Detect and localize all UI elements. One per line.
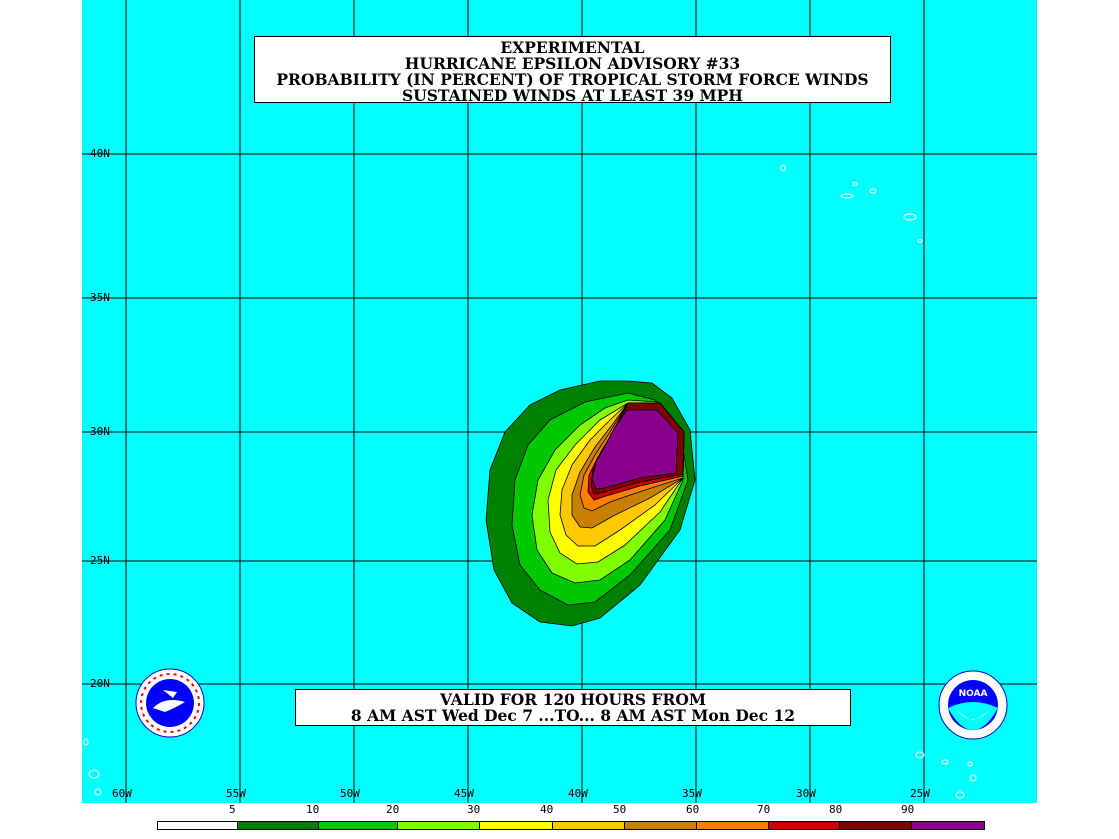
title-line-2: HURRICANE EPSILON ADVISORY #33 (404, 54, 741, 73)
legend-swatch-50-60 (624, 822, 697, 829)
title-line-4: SUSTAINED WINDS AT LEAST 39 MPH (402, 86, 743, 105)
legend-tick-10: 10 (306, 803, 320, 816)
legend-swatch-60-70 (696, 822, 769, 829)
lon-label-55w: 55W (226, 787, 246, 800)
legend-tick-90: 90 (901, 803, 915, 816)
legend-tick-70: 70 (757, 803, 771, 816)
legend-swatch-10-20 (318, 822, 399, 829)
legend-tick-5: 5 (229, 803, 236, 816)
legend-tick-80: 80 (829, 803, 843, 816)
nws-logo (135, 668, 205, 738)
legend-swatch-5-10 (237, 822, 319, 829)
lat-label-40n: 40N (90, 147, 110, 160)
legend-swatch-70-80 (768, 822, 841, 829)
lat-label-20n: 20N (90, 677, 110, 690)
legend-tick-40: 40 (540, 803, 554, 816)
legend-swatch-90-100 (912, 822, 985, 829)
legend-swatch-40-50 (553, 822, 625, 829)
valid-line-2: 8 AM AST Wed Dec 7 ...TO... 8 AM AST Mon… (350, 706, 796, 725)
legend-swatch-30-40 (480, 822, 554, 829)
lon-label-25w: 25W (910, 787, 930, 800)
lat-label-25n: 25N (90, 554, 110, 567)
legend-swatch-0-5 (158, 822, 238, 829)
valid-line-1: VALID FOR 120 HOURS FROM (439, 690, 707, 709)
lon-label-30w: 30W (796, 787, 816, 800)
legend-tick-50: 50 (613, 803, 627, 816)
noaa-logo: NOAA (938, 670, 1008, 740)
lon-label-60w: 60W (112, 787, 132, 800)
legend-swatch-80-90 (840, 822, 913, 829)
lon-label-40w: 40W (568, 787, 588, 800)
noaa-logo-text: NOAA (959, 689, 988, 699)
legend-tick-60: 60 (686, 803, 700, 816)
valid-period-box: VALID FOR 120 HOURS FROM 8 AM AST Wed De… (295, 689, 851, 726)
title-line-1: EXPERIMENTAL (500, 38, 645, 57)
legend-tick-20: 20 (386, 803, 400, 816)
legend-color-bar (157, 821, 985, 830)
title-box: EXPERIMENTAL HURRICANE EPSILON ADVISORY … (254, 36, 891, 105)
lon-label-50w: 50W (340, 787, 360, 800)
probability-contours (485, 380, 696, 627)
lon-label-45w: 45W (454, 787, 474, 800)
title-line-3: PROBABILITY (IN PERCENT) OF TROPICAL STO… (276, 70, 869, 89)
lat-label-30n: 30N (90, 425, 110, 438)
legend-tick-30: 30 (467, 803, 481, 816)
lon-label-35w: 35W (682, 787, 702, 800)
lat-label-35n: 35N (90, 291, 110, 304)
contour-90-plus (591, 409, 679, 490)
legend-swatch-20-30 (398, 822, 481, 829)
islands (83, 164, 977, 799)
